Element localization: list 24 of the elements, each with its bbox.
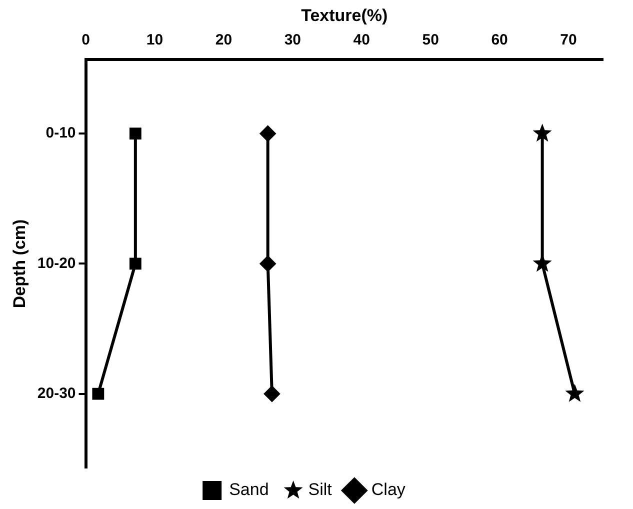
point bbox=[129, 258, 142, 270]
point bbox=[129, 128, 142, 140]
x-tick-label: 60 bbox=[491, 32, 508, 49]
point bbox=[532, 124, 552, 142]
y-axis-title: Depth (cm) bbox=[10, 219, 29, 308]
legend-label: Clay bbox=[371, 480, 406, 500]
x-tick-label: 10 bbox=[146, 32, 164, 49]
x-tick-label: 40 bbox=[353, 32, 370, 49]
x-tick-label: 30 bbox=[284, 32, 301, 49]
x-tick-label: 70 bbox=[560, 32, 577, 49]
legend-label: Sand bbox=[229, 480, 269, 500]
point bbox=[260, 126, 276, 142]
x-tick-label: 50 bbox=[422, 32, 439, 49]
x-axis-title: Texture(%) bbox=[301, 6, 388, 25]
legend-label: Silt bbox=[308, 480, 332, 500]
point bbox=[260, 256, 276, 272]
y-tick-label: 10-20 bbox=[37, 254, 76, 272]
point bbox=[565, 384, 584, 402]
y-tick-label: 0-10 bbox=[46, 124, 76, 142]
x-tick-label: 20 bbox=[215, 32, 232, 49]
y-tick-label: 20-30 bbox=[37, 384, 76, 402]
x-tick-label: 0 bbox=[82, 32, 90, 49]
point bbox=[264, 386, 280, 402]
point bbox=[92, 388, 104, 400]
